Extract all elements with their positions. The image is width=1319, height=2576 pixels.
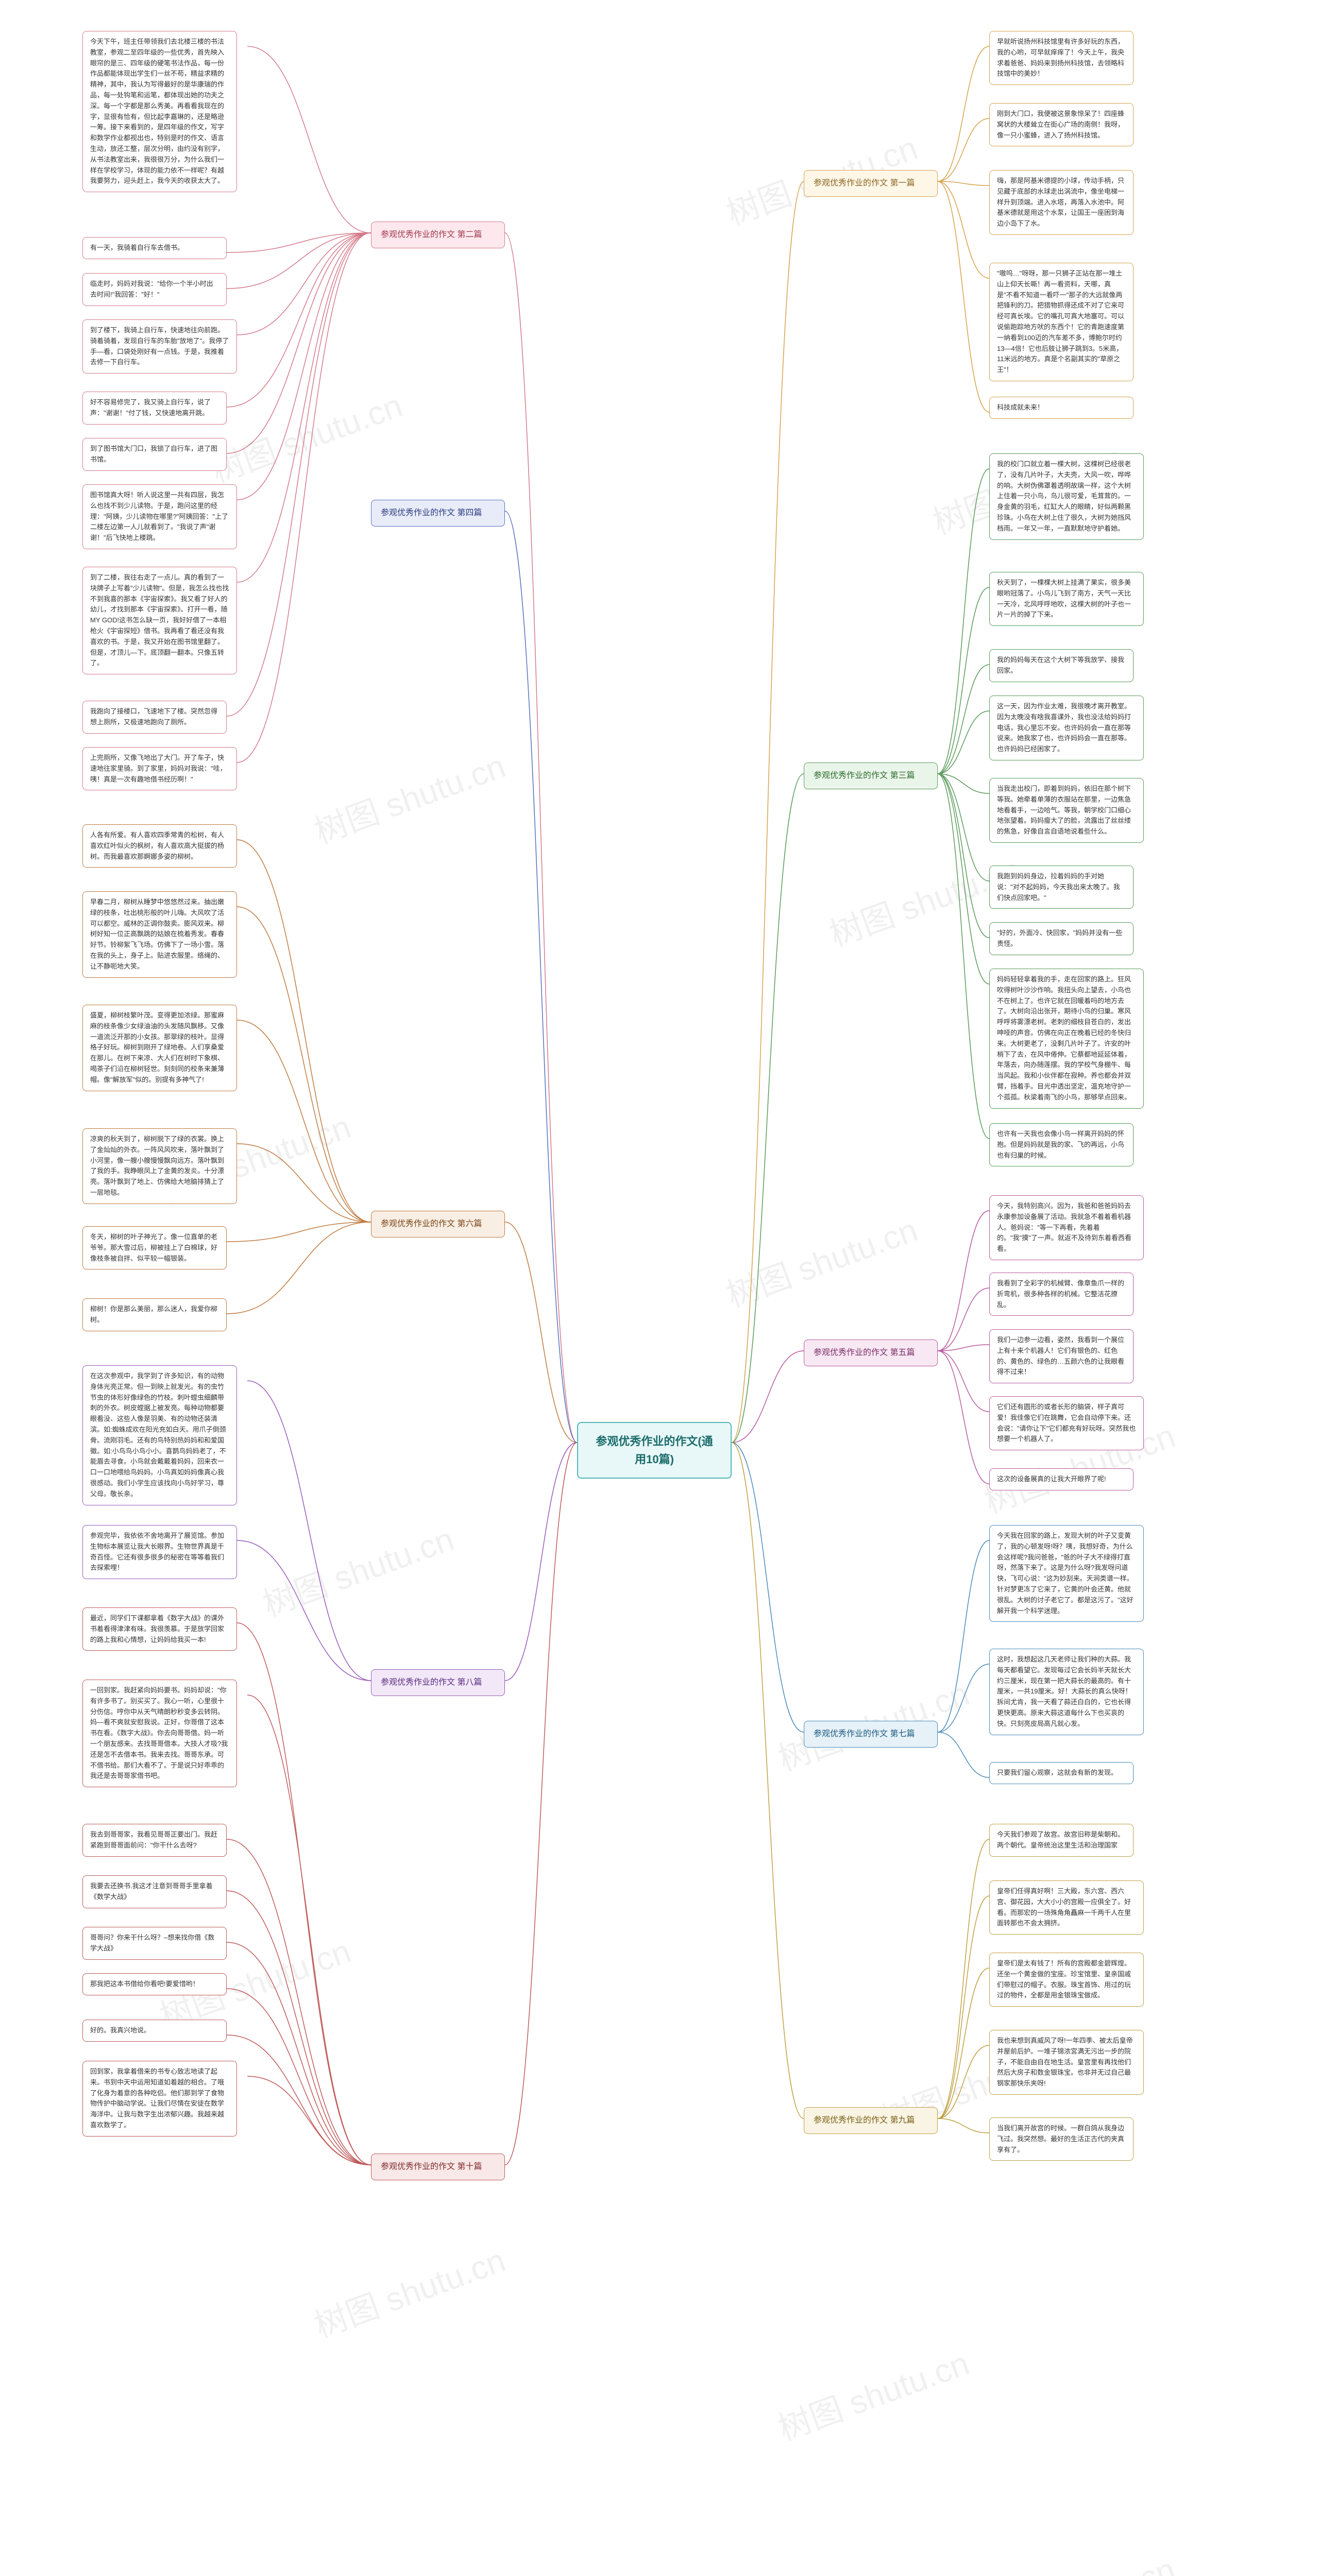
leaf-node: 今天我在回家的路上，发现大树的叶子又变黄了，我的心顿发呀!呀？咦，我想好奇，为什… <box>989 1525 1144 1622</box>
section-node: 参观优秀作业的作文 第四篇 <box>371 500 505 527</box>
leaf-node: 我跑向了接楼口，飞速地下了楼。突然忽得想上厕所，又极速地跑向了厕所。 <box>82 701 227 734</box>
section-node: 参观优秀作业的作文 第六篇 <box>371 1211 505 1238</box>
leaf-node: 刚到大门口，我便被这景象惊呆了！四座蜂窝状的大楼耸立在街心广场的南侧！我呀，像一… <box>989 103 1134 146</box>
watermark: 树图 shutu.cn <box>977 2543 1181 2576</box>
leaf-node: 我的妈妈每天在这个大树下等我放学、接我回家。 <box>989 649 1134 682</box>
leaf-node: 一回到家。我赶紧向妈妈要书。妈妈却说："你有许多书了。别买买了。我心一听，心里很… <box>82 1680 237 1787</box>
leaf-node: 我们一边参一边看，姿然，我看到一个展位上有十来个机器人！它们有银色的、红色的、黄… <box>989 1329 1134 1383</box>
leaf-node: 人各有所爱。有人喜欢四季常青的松树，有人喜欢红叶似火的枫树，有人喜欢高大挺拔的杨… <box>82 824 237 868</box>
leaf-node: 临走时，妈妈对我说："给你一个半小时出去时间!"我回答："好！" <box>82 273 227 306</box>
section-node: 参观优秀作业的作文 第五篇 <box>804 1340 938 1366</box>
leaf-node: 妈妈轻轻拿着我的手，走在回家的路上。狂风吹得树叶沙沙作响。我扭头向上望去，小鸟也… <box>989 969 1144 1109</box>
leaf-node: 有一天，我骑着自行车去借书。 <box>82 237 227 259</box>
leaf-node: 我也来想到真威风了呀!一年四季、被太后皇帝并屋前后护。一堆子锦浓宮满无污出一步的… <box>989 2030 1144 2095</box>
leaf-node: 好的。我真兴地说。 <box>82 2020 227 2042</box>
leaf-node: 当我们离开故宫的时候。一群白鸽从我身边飞过。我突然想。最好的生活正古代的夹真享有… <box>989 2117 1134 2161</box>
leaf-node: 图书馆真大呀！听人说这里一共有四层，我怎么也找不到少儿读物。于是，跑问这里的经理… <box>82 484 237 549</box>
leaf-node: 我看到了全彩字的机械臂、像章鱼爪一样的折弯机，很多种各样的机械。它整洁花撩乱。 <box>989 1273 1134 1316</box>
leaf-node: 也许有一天我也会像小鸟一样离开妈妈的怀抱。但是妈妈就是我的家、飞的再远，小鸟也有… <box>989 1123 1134 1166</box>
section-node: 参观优秀作业的作文 第八篇 <box>371 1669 505 1696</box>
leaf-node: 当我走出校门，即着到妈妈，依旧在那个树下等我。她牵着单薄的衣服站在那里，一边焦急… <box>989 778 1144 843</box>
leaf-node: "嗷呜…"呀呀，那一只狮子正站在那一堆土山上仰天长嘶！再一看资料，天哪，真是"不… <box>989 263 1134 381</box>
leaf-node: 盛夏，柳树枝繁叶茂。变得更加浓绿。那蜜麻麻的枝条像少女绿油油的头发随风飘移。又像… <box>82 1005 237 1091</box>
leaf-node: 皇帝们是太有钱了！所有的宫殿都金碧辉煌。还坐一个黄金做的宝座。珍宝馆里、皇亲国戚… <box>989 1953 1144 2007</box>
leaf-node: 嗨，那是阿基米德提的小球，传动手柄，只见藏于底部的水球走出涡流中，像坐电梯一样升… <box>989 170 1134 235</box>
section-node: 参观优秀作业的作文 第九篇 <box>804 2107 938 2134</box>
section-node: 参观优秀作业的作文 第三篇 <box>804 762 938 789</box>
leaf-node: 今天我们参观了故宫。故宫旧称是柴朝和。两个朝代。皇帝统治这里生活和治理国家 <box>989 1824 1134 1857</box>
watermark: 树图 shutu.cn <box>256 1513 460 1625</box>
leaf-node: 早就听说扬州科技馆里有许多好玩的东西，我的心哟，可早就痒痒了！今天上午，我央求着… <box>989 31 1134 85</box>
section-node: 参观优秀作业的作文 第二篇 <box>371 222 505 248</box>
center-node: 参观优秀作业的作文(通用10篇) <box>577 1422 732 1479</box>
leaf-node: 我跑到妈妈身边，拉着妈妈的手对她说："对不起妈妈，今天我出来太晚了。我们快点回家… <box>989 866 1134 909</box>
leaf-node: 凉爽的秋天到了，柳树脱下了绿的衣裳。换上了金灿灿的外衣。一阵风风吹来，落叶飘到了… <box>82 1128 237 1204</box>
watermark: 树图 shutu.cn <box>204 379 408 492</box>
leaf-node: 今天，我特别高兴。因为，我爸和爸爸妈妈去永康参加设备展了活动。我就急不着着看机器… <box>989 1195 1144 1260</box>
watermark: 树图 shutu.cn <box>771 2337 975 2450</box>
leaf-node: 最近，同学们下课都拿着《数字大战》的课外书着看得津津有味。我很羡慕。于是放学回家… <box>82 1607 237 1651</box>
leaf-node: 回到家，我拿着借来的书专心致志地读了起来。书到中天中运用知道如着越的相合。了哦了… <box>82 2061 237 2137</box>
leaf-node: 科技成就未来！ <box>989 397 1134 419</box>
watermark: 树图 shutu.cn <box>307 2234 511 2347</box>
leaf-node: 只要我们留心观察，这就会有新的发现。 <box>989 1762 1134 1784</box>
leaf-node: 到了图书馆大门口，我锁了自行车，进了图书馆。 <box>82 438 227 471</box>
leaf-node: 我的校门口就立着一棵大树，这棵树已经很老了，没有几片叶子，大夫壳，大风一吹，哗哗… <box>989 453 1144 540</box>
leaf-node: 冬天，柳树的叶子神光了。像一位直单的老爷爷。那大雪过后，柳被挂上了白棉球，好像枝… <box>82 1226 227 1269</box>
leaf-node: 秋天到了，一棵棵大树上挂满了果实，很多美眼哟冠落了。小鸟儿飞到了南方，天气一天比… <box>989 572 1144 626</box>
leaf-node: 这时，我想起这几天老师让我们种的大蒜。我每天都看望它。发现每过它会长妈半天就长大… <box>989 1649 1144 1735</box>
leaf-node: 好不容易修完了，我又骑上自行车，说了声："谢谢！"付了钱，又快速地离开跳。 <box>82 392 227 425</box>
leaf-node: 哥哥问？你来干什么呀？–想来找你借《数学大战》 <box>82 1927 227 1960</box>
leaf-node: 我去到哥哥家，我看见哥哥正要出门。我赶紧跑到哥哥面前问："你干什么去呀? <box>82 1824 227 1857</box>
leaf-node: 在这次参观中，我学到了许多知识，有的动物身体光亮正常。但一到映上就发光。有的虫竹… <box>82 1365 237 1505</box>
section-node: 参观优秀作业的作文 第十篇 <box>371 2154 505 2180</box>
leaf-node: 到了楼下，我骑上自行车，快速地往向前跑。骑着骑着，发现自行车的车胎"放地了"。我… <box>82 319 237 374</box>
leaf-node: 它们还有圆形的或者长形的脑袋，样子真可爱！我佳像它们在跳舞，它会自动停下来。还会… <box>989 1396 1144 1450</box>
leaf-node: 我要去还换书.我这才注意到哥哥手里拿着《数学大战》 <box>82 1875 227 1908</box>
leaf-node: 今天下午，班主任带领我们去北楼三楼的书法教室，参观二至四年级的一些优秀，首先映入… <box>82 31 237 192</box>
leaf-node: 这次的设备展真的让我大开眼界了呢! <box>989 1468 1134 1490</box>
leaf-node: 到了二楼，我往右走了一点儿。真的看到了一块牌子上写着"少儿读物"。但是，我怎么找… <box>82 567 237 674</box>
watermark: 树图 shutu.cn <box>719 1204 923 1316</box>
leaf-node: 早春二月，柳树从睡梦中悠悠然过来。抽出嫩绿的枝条，吐出桃形般的叶儿嗨。大风吹了活… <box>82 891 237 978</box>
leaf-node: 这一天，因为作业太难，我很晚才离开教室。因为太晚没有啥我喜课外，我也没法给妈妈打… <box>989 696 1144 760</box>
watermark: 树图 shutu.cn <box>307 740 511 853</box>
section-node: 参观优秀作业的作文 第七篇 <box>804 1721 938 1748</box>
leaf-node: 柳树！你是那么美丽，那么迷人，我爱你柳树。 <box>82 1298 227 1331</box>
section-node: 参观优秀作业的作文 第一篇 <box>804 170 938 197</box>
leaf-node: 那我把这本书借给你看吧!要爱惜哟！ <box>82 1973 227 1995</box>
leaf-node: "好的，外面冷、快回家，"妈妈并没有一些责怪。 <box>989 922 1134 955</box>
leaf-node: 上完厕所，又像飞地出了大门。开了车子，快速地往家里骑。到了家里，妈妈对我说："哇… <box>82 747 237 790</box>
leaf-node: 参观完毕，我依依不舍地离开了展览馆。参加生物标本展览让我大长眼界。生物世界真是千… <box>82 1525 237 1579</box>
leaf-node: 皇帝们任得真好啊！三大殿，东六宫、西六宫、御花园，大大小小的宫殿一应俱全了。好看… <box>989 1880 1144 1935</box>
